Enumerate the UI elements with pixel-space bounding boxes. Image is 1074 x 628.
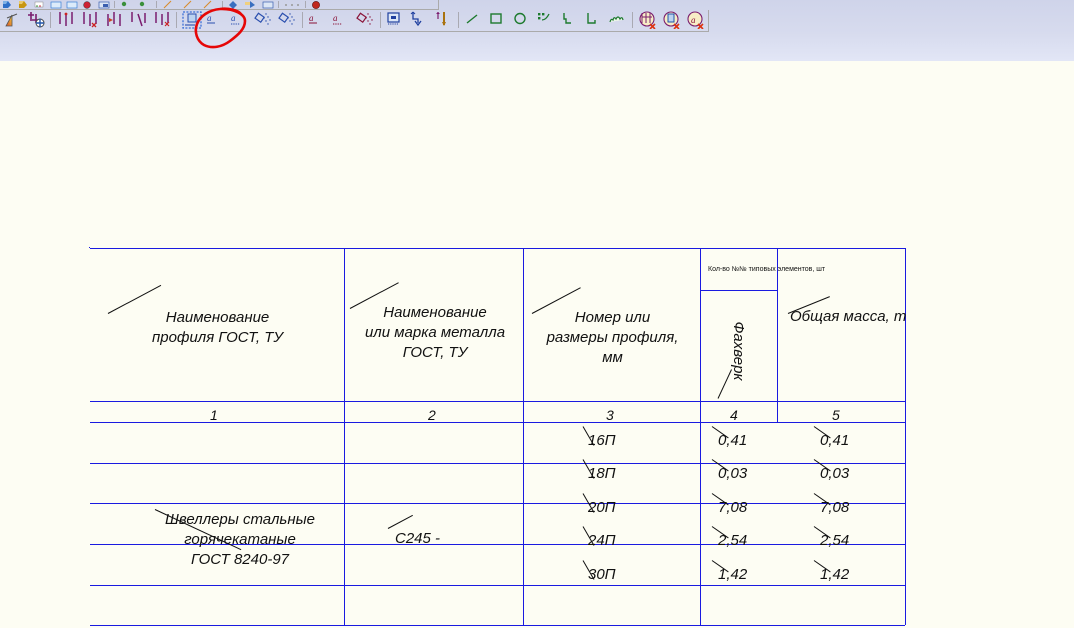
svg-text:a: a bbox=[691, 15, 696, 25]
svg-text:a: a bbox=[333, 13, 338, 23]
svg-text:a: a bbox=[207, 13, 212, 23]
svg-text:a: a bbox=[309, 13, 314, 23]
svg-text:a: a bbox=[231, 13, 236, 23]
